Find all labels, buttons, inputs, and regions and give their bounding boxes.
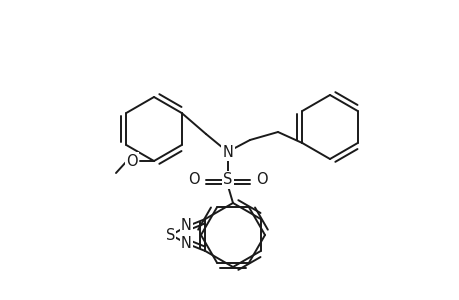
Text: S: S bbox=[223, 172, 232, 188]
Text: O: O bbox=[188, 172, 199, 188]
Text: N: N bbox=[180, 236, 191, 251]
Text: N: N bbox=[222, 145, 233, 160]
Text: O: O bbox=[126, 154, 138, 169]
Text: O: O bbox=[256, 172, 267, 188]
Text: N: N bbox=[180, 218, 191, 233]
Text: S: S bbox=[165, 227, 174, 242]
